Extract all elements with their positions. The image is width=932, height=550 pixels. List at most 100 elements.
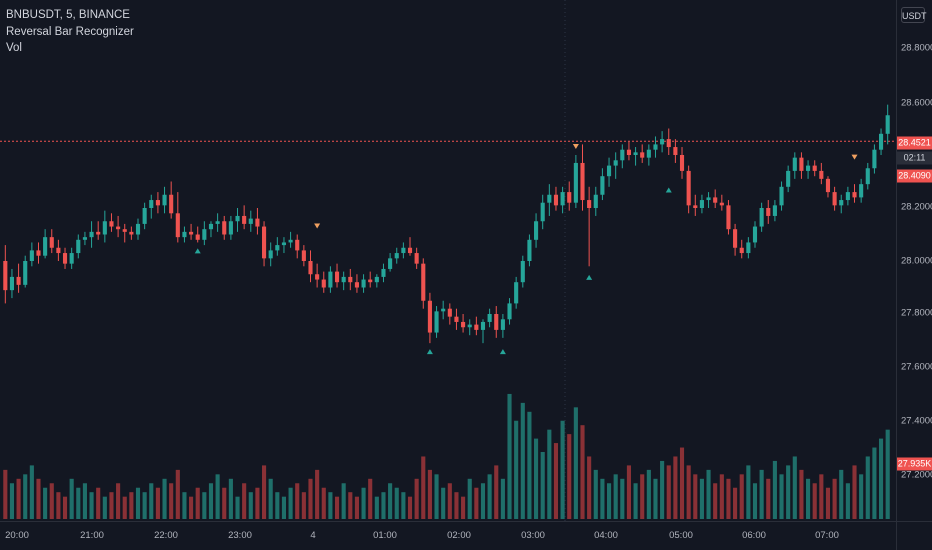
- candle-body: [261, 226, 267, 259]
- volume-bar: [255, 487, 260, 519]
- candle-body: [739, 247, 744, 254]
- reversal-down-marker: [851, 154, 858, 160]
- volume-bar: [587, 456, 592, 519]
- candle-body: [660, 139, 665, 145]
- volume-bar: [401, 492, 406, 519]
- volume-bar: [567, 434, 572, 519]
- volume-bar: [162, 478, 167, 519]
- candle-body: [819, 170, 824, 179]
- candle-body: [693, 205, 698, 208]
- time-tick: 06:00: [742, 530, 766, 541]
- volume-bar: [23, 474, 28, 519]
- reversal-up-marker: [665, 187, 672, 193]
- volume-bar: [122, 496, 127, 519]
- volume-bar: [839, 469, 844, 519]
- indicator-title[interactable]: Reversal Bar Recognizer: [6, 25, 134, 38]
- volume-bar: [686, 465, 691, 519]
- candle-body: [308, 261, 313, 275]
- time-tick: 4: [310, 530, 316, 541]
- volume-bar: [427, 469, 432, 519]
- candle-body: [414, 253, 419, 264]
- volume-bar: [69, 478, 74, 519]
- candle-body: [733, 229, 738, 248]
- volume-bar: [713, 483, 718, 519]
- volume-bar: [208, 483, 214, 519]
- candle-body: [766, 208, 771, 216]
- candle-body: [149, 200, 154, 208]
- volume-bar: [885, 429, 890, 519]
- volume-bar: [434, 474, 439, 519]
- volume-bar: [169, 483, 174, 519]
- symbol-title[interactable]: BNBUSDT, 5, BINANCE: [6, 9, 130, 21]
- volume-bar: [388, 483, 393, 519]
- volume-bar: [514, 420, 519, 519]
- price-tick: 28.8000: [901, 42, 932, 54]
- currency-button[interactable]: USDT: [901, 7, 927, 23]
- candle-layer: [3, 104, 890, 344]
- volume-bar: [228, 478, 233, 519]
- volume-bar: [242, 483, 247, 519]
- volume-bar: [806, 478, 811, 519]
- candle-body: [560, 192, 565, 206]
- volume-bar: [878, 438, 884, 519]
- candle-body: [341, 276, 346, 283]
- candle-body: [155, 200, 160, 206]
- volume-bar: [772, 460, 777, 519]
- volume-bar: [759, 469, 764, 519]
- volume-bar: [182, 492, 187, 519]
- price-tick: 28.0000: [901, 255, 932, 267]
- volume-bar: [62, 496, 68, 519]
- candle-body: [527, 239, 532, 261]
- candle-body: [633, 152, 638, 155]
- volume-bar: [646, 469, 651, 519]
- time-tick: 04:00: [594, 530, 618, 541]
- candle-body: [381, 268, 386, 277]
- volume-bar: [348, 492, 353, 519]
- volume-bar: [733, 487, 738, 519]
- candle-body: [487, 314, 492, 322]
- candle-body: [116, 226, 121, 230]
- candle-body: [374, 276, 379, 283]
- candle-body: [640, 152, 645, 158]
- candle-body: [401, 247, 406, 254]
- volume-bar: [56, 492, 61, 519]
- volume-bar: [467, 478, 472, 519]
- candle-body: [368, 279, 373, 283]
- candle-body: [248, 218, 253, 224]
- volume-layer: [3, 393, 890, 519]
- volume-bar: [613, 474, 618, 519]
- volume-bar: [487, 474, 492, 519]
- candle-body: [162, 194, 167, 206]
- volume-bar: [461, 496, 466, 519]
- candle-body: [606, 165, 612, 177]
- candle-body: [135, 223, 141, 235]
- candle-body: [9, 276, 15, 291]
- volume-bar: [374, 496, 379, 519]
- candle-body: [587, 200, 592, 208]
- volume-bar: [679, 447, 685, 519]
- candle-body: [69, 253, 74, 264]
- candle-body: [779, 186, 784, 206]
- candle-body: [208, 223, 214, 230]
- volume-bar: [102, 496, 107, 519]
- candle-body: [786, 170, 791, 187]
- candle-body: [500, 319, 505, 330]
- candle-body: [752, 226, 758, 243]
- candle-body: [746, 242, 751, 254]
- candle-body: [673, 147, 678, 155]
- volume-title[interactable]: Vol: [6, 42, 22, 54]
- candle-body: [620, 149, 625, 161]
- candle-body: [195, 234, 200, 240]
- volume-bar: [142, 492, 147, 519]
- volume-bar: [626, 465, 632, 519]
- reversal-down-marker: [314, 223, 321, 229]
- candle-body: [29, 250, 34, 261]
- volume-bar: [275, 492, 280, 519]
- candle-body: [772, 205, 777, 216]
- candle-body: [23, 261, 28, 285]
- candle-body: [461, 321, 466, 328]
- volume-bar: [421, 456, 426, 519]
- candle-body: [646, 149, 651, 158]
